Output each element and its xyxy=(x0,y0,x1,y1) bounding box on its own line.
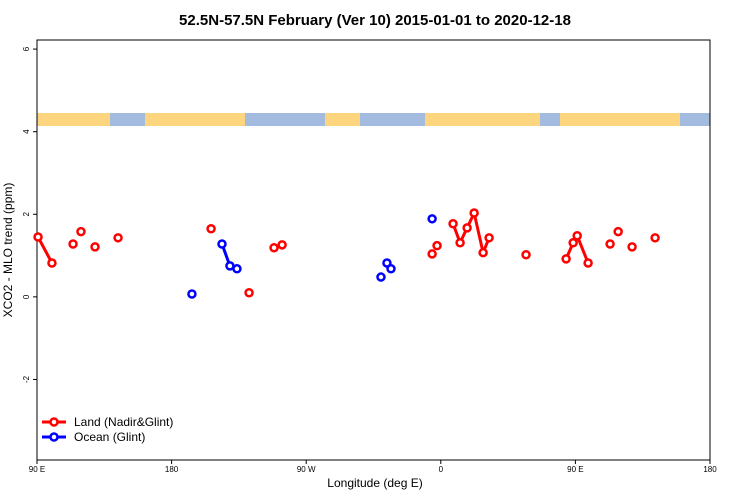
data-point xyxy=(650,233,660,243)
map-strip xyxy=(37,113,710,126)
x-tick-label: 90 W xyxy=(297,465,316,474)
data-point xyxy=(627,242,637,252)
data-point xyxy=(206,223,216,234)
data-point xyxy=(478,247,488,258)
legend-label: Land (Nadir&Glint) xyxy=(74,415,173,429)
data-point xyxy=(68,239,78,249)
land-patch xyxy=(560,113,680,126)
plot-frame xyxy=(36,39,711,461)
land-patch xyxy=(145,113,245,126)
legend-marker xyxy=(49,432,59,442)
data-point xyxy=(76,226,86,237)
data-point xyxy=(376,272,386,282)
data-point xyxy=(217,239,227,249)
data-point xyxy=(113,233,123,243)
data-point xyxy=(568,238,578,248)
data-point xyxy=(572,231,582,241)
y-tick-label: 6 xyxy=(22,46,31,51)
data-point xyxy=(232,264,242,274)
data-point xyxy=(521,249,531,260)
data-point xyxy=(427,249,437,259)
data-point xyxy=(469,208,479,218)
data-point xyxy=(244,287,254,298)
y-tick-label: 4 xyxy=(22,129,31,134)
data-point xyxy=(455,238,465,248)
data-point xyxy=(47,258,57,268)
legend-marker xyxy=(49,417,59,427)
data-point xyxy=(277,240,287,250)
data-point xyxy=(484,233,494,243)
chart-title: 52.5N-57.5N February (Ver 10) 2015-01-01… xyxy=(179,12,571,29)
x-axis-label: Longitude (deg E) xyxy=(327,476,422,490)
x-tick-label: 180 xyxy=(703,465,717,474)
x-tick-label: 180 xyxy=(165,465,179,474)
y-tick-label: 0 xyxy=(22,294,31,299)
data-point xyxy=(613,226,623,237)
y-tick-label: 2 xyxy=(22,212,31,217)
data-point xyxy=(432,240,442,251)
data-point xyxy=(386,264,396,274)
data-point xyxy=(427,214,437,224)
data-point xyxy=(583,258,593,268)
data-point xyxy=(561,254,571,264)
data-point xyxy=(90,242,100,252)
data-point xyxy=(33,232,43,242)
y-tick-label: -2 xyxy=(22,375,31,383)
land-patch xyxy=(425,113,540,126)
x-tick-label: 90 E xyxy=(567,465,583,474)
land-patch xyxy=(325,113,360,126)
data-point xyxy=(605,239,615,249)
data-point xyxy=(269,242,279,253)
legend-label: Ocean (Glint) xyxy=(74,430,145,444)
x-tick-label: 0 xyxy=(439,465,444,474)
data-point xyxy=(187,289,197,299)
x-tick-label: 90 E xyxy=(29,465,45,474)
land-patch xyxy=(37,113,110,126)
data-point xyxy=(448,219,458,229)
data-point xyxy=(462,223,472,233)
y-axis-label: XCO2 - MLO trend (ppm) xyxy=(1,183,15,318)
